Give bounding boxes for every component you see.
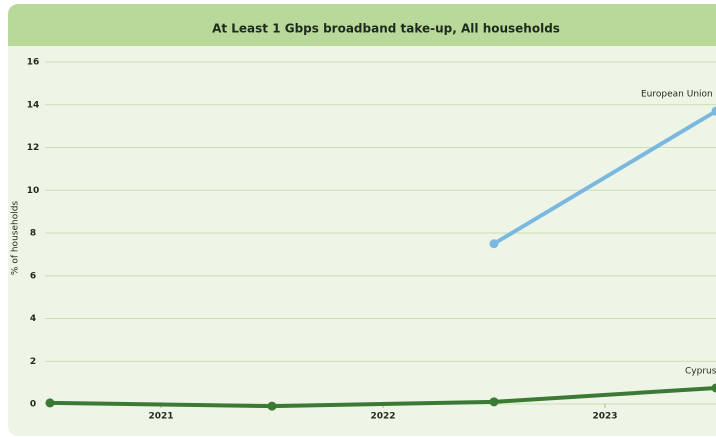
x-tick-label: 2023 (592, 412, 617, 422)
data-point (711, 106, 716, 116)
series-label: Cyprus (685, 366, 716, 376)
title-bar (8, 4, 716, 46)
data-point (267, 401, 277, 411)
x-tick-label: 2021 (148, 412, 173, 422)
data-point (711, 383, 716, 393)
chart-background (8, 4, 716, 436)
series-line (48, 385, 716, 409)
series-line (492, 109, 716, 246)
chart-title: At Least 1 Gbps broadband take-up, All h… (212, 22, 560, 36)
x-tick-label: 2022 (370, 412, 395, 422)
series-label: European Union (641, 90, 713, 100)
y-tick-label: 12 (27, 143, 40, 153)
y-tick-label: 2 (30, 357, 36, 367)
y-tick-label: 6 (30, 271, 36, 281)
data-point (489, 239, 499, 249)
y-tick-label: 8 (30, 229, 36, 239)
y-tick-label: 10 (27, 186, 40, 196)
y-tick-label: 0 (30, 400, 36, 410)
y-tick-label: 14 (27, 100, 40, 110)
y-tick-label: 16 (27, 58, 40, 68)
data-point (489, 397, 499, 407)
y-tick-label: 4 (30, 314, 36, 324)
data-point (45, 398, 55, 408)
y-axis-label: % of households (11, 201, 21, 276)
